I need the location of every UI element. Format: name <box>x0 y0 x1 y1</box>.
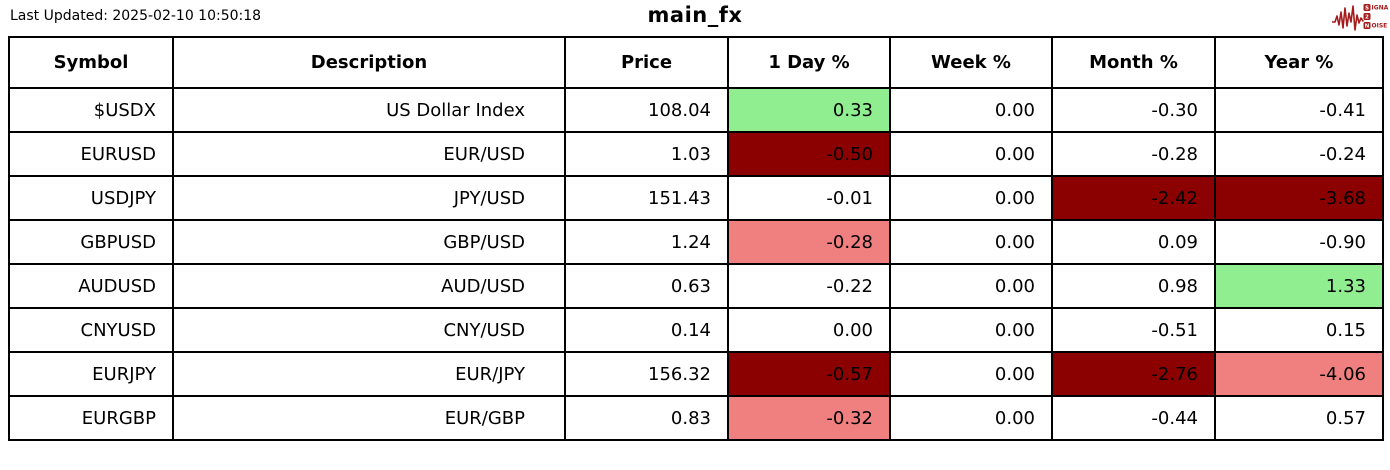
year-cell: 0.57 <box>1214 395 1384 441</box>
symbol-cell: USDJPY <box>8 175 174 221</box>
table-row: EURJPY EUR/JPY 156.32 -0.57 0.00 -2.76 -… <box>8 351 1384 397</box>
table-row: AUDUSD AUD/USD 0.63 -0.22 0.00 0.98 1.33 <box>8 263 1384 309</box>
month-cell: -0.44 <box>1051 395 1216 441</box>
fx-table: Symbol Description Price 1 Day % Week % … <box>8 36 1384 441</box>
day1-cell: -0.57 <box>727 351 891 397</box>
week-cell: 0.00 <box>889 87 1053 133</box>
table-row: USDJPY JPY/USD 151.43 -0.01 0.00 -2.42 -… <box>8 175 1384 221</box>
year-cell: -3.68 <box>1214 175 1384 221</box>
column-header-symbol: Symbol <box>8 36 174 89</box>
description-cell: US Dollar Index <box>172 87 566 133</box>
symbol-cell: EURJPY <box>8 351 174 397</box>
description-cell: JPY/USD <box>172 175 566 221</box>
year-cell: -0.90 <box>1214 219 1384 265</box>
week-cell: 0.00 <box>889 307 1053 353</box>
symbol-cell: CNYUSD <box>8 307 174 353</box>
week-cell: 0.00 <box>889 395 1053 441</box>
month-cell: -0.28 <box>1051 131 1216 177</box>
description-cell: EUR/JPY <box>172 351 566 397</box>
symbol-cell: GBPUSD <box>8 219 174 265</box>
price-cell: 108.04 <box>564 87 729 133</box>
price-cell: 1.03 <box>564 131 729 177</box>
price-cell: 156.32 <box>564 351 729 397</box>
column-header-description: Description <box>172 36 566 89</box>
price-cell: 0.83 <box>564 395 729 441</box>
day1-cell: 0.00 <box>727 307 891 353</box>
day1-cell: -0.28 <box>727 219 891 265</box>
column-header-month: Month % <box>1051 36 1216 89</box>
symbol-cell: $USDX <box>8 87 174 133</box>
last-updated-text: Last Updated: 2025-02-10 10:50:18 <box>10 8 262 24</box>
day1-cell: -0.22 <box>727 263 891 309</box>
day1-cell: -0.01 <box>727 175 891 221</box>
table-row: $USDX US Dollar Index 108.04 0.33 0.00 -… <box>8 87 1384 133</box>
symbol-cell: EURUSD <box>8 131 174 177</box>
price-cell: 0.14 <box>564 307 729 353</box>
table-row: EURUSD EUR/USD 1.03 -0.50 0.00 -0.28 -0.… <box>8 131 1384 177</box>
price-cell: 0.63 <box>564 263 729 309</box>
logo-letter-2: 2 <box>1365 15 1369 21</box>
week-cell: 0.00 <box>889 351 1053 397</box>
month-cell: -0.51 <box>1051 307 1216 353</box>
description-cell: CNY/USD <box>172 307 566 353</box>
year-cell: 1.33 <box>1214 263 1384 309</box>
logo-box-s <box>1363 4 1371 11</box>
column-header-year: Year % <box>1214 36 1384 89</box>
signal2noise-logo: S IGNAL 2 N OISE <box>1332 4 1389 31</box>
day1-cell: 0.33 <box>727 87 891 133</box>
description-cell: EUR/GBP <box>172 395 566 441</box>
description-cell: AUD/USD <box>172 263 566 309</box>
column-header-week: Week % <box>889 36 1053 89</box>
week-cell: 0.00 <box>889 131 1053 177</box>
logo-box-2 <box>1363 13 1371 20</box>
day1-cell: -0.32 <box>727 395 891 441</box>
month-cell: -2.42 <box>1051 175 1216 221</box>
month-cell: -2.76 <box>1051 351 1216 397</box>
header-row: Symbol Description Price 1 Day % Week % … <box>8 36 1384 89</box>
month-cell: 0.98 <box>1051 263 1216 309</box>
year-cell: -0.24 <box>1214 131 1384 177</box>
table-row: CNYUSD CNY/USD 0.14 0.00 0.00 -0.51 0.15 <box>8 307 1384 353</box>
logo-box-n <box>1363 22 1371 29</box>
year-cell: 0.15 <box>1214 307 1384 353</box>
month-cell: -0.30 <box>1051 87 1216 133</box>
logo-text-oise: OISE <box>1372 23 1388 30</box>
year-cell: -0.41 <box>1214 87 1384 133</box>
column-header-day1: 1 Day % <box>727 36 891 89</box>
price-cell: 1.24 <box>564 219 729 265</box>
price-cell: 151.43 <box>564 175 729 221</box>
week-cell: 0.00 <box>889 219 1053 265</box>
symbol-cell: AUDUSD <box>8 263 174 309</box>
week-cell: 0.00 <box>889 263 1053 309</box>
column-header-price: Price <box>564 36 729 89</box>
year-cell: -4.06 <box>1214 351 1384 397</box>
table-row: GBPUSD GBP/USD 1.24 -0.28 0.00 0.09 -0.9… <box>8 219 1384 265</box>
page-title: main_fx <box>647 3 743 27</box>
waveform-icon <box>1332 5 1364 31</box>
week-cell: 0.00 <box>889 175 1053 221</box>
logo-text-ignal: IGNAL <box>1372 5 1389 12</box>
symbol-cell: EURGBP <box>8 395 174 441</box>
logo-letter-n: N <box>1365 24 1370 30</box>
description-cell: EUR/USD <box>172 131 566 177</box>
table-row: EURGBP EUR/GBP 0.83 -0.32 0.00 -0.44 0.5… <box>8 395 1384 441</box>
day1-cell: -0.50 <box>727 131 891 177</box>
month-cell: 0.09 <box>1051 219 1216 265</box>
description-cell: GBP/USD <box>172 219 566 265</box>
logo-letter-s: S <box>1365 6 1369 12</box>
